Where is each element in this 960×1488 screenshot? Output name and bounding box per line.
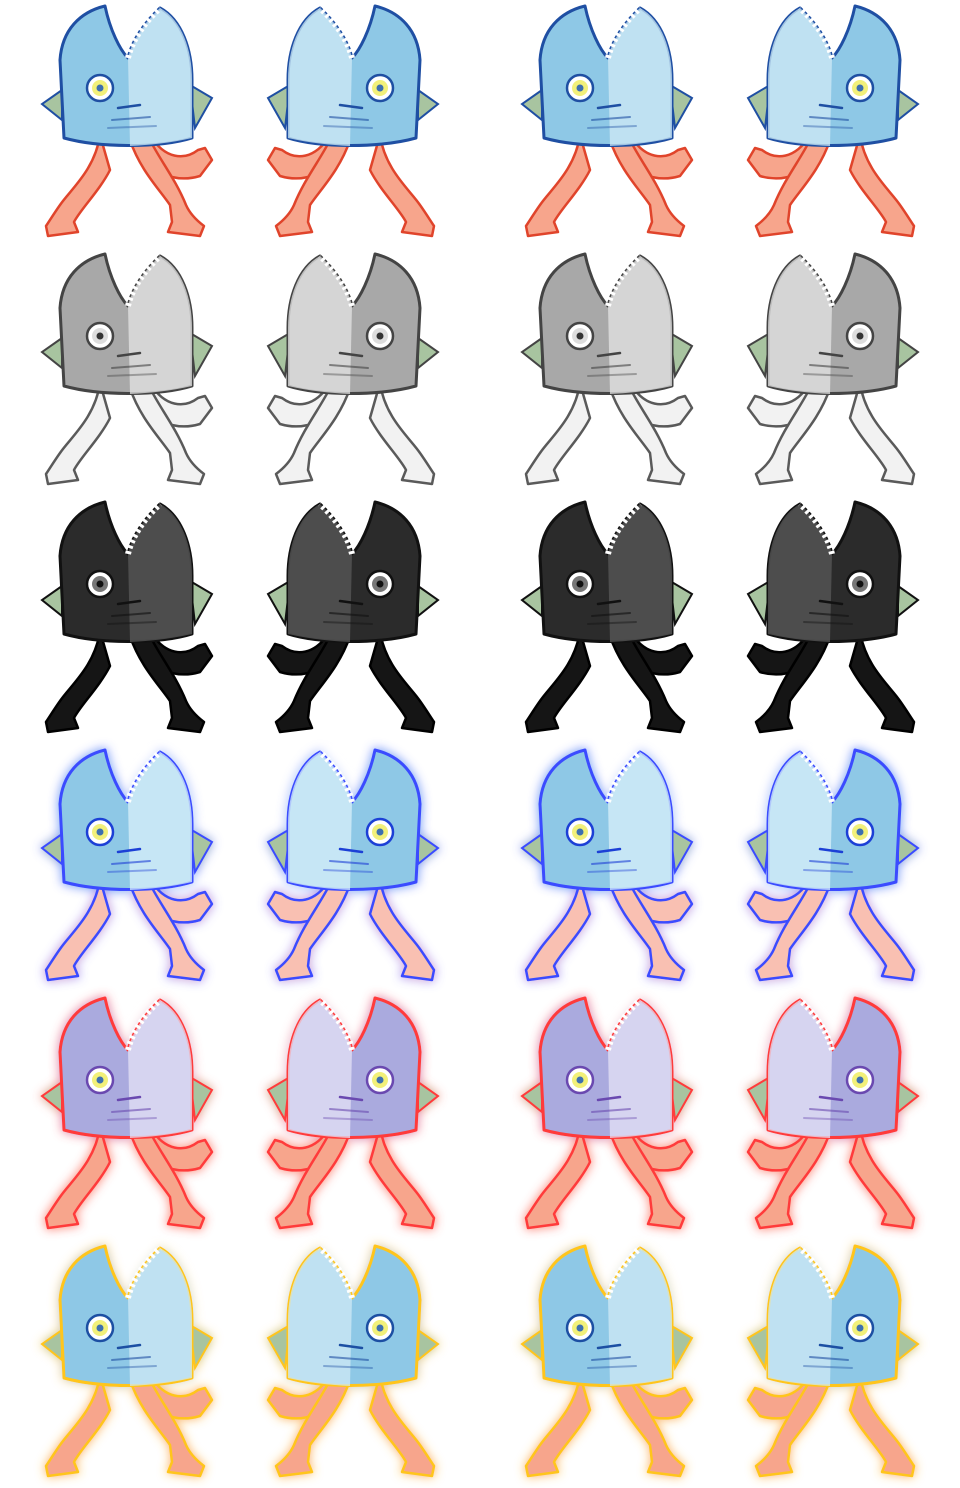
sprite-black-facing-right-3 xyxy=(480,496,720,744)
sprite-blue-glow-facing-right-3 xyxy=(480,744,720,992)
sprite-black-facing-left-2 xyxy=(240,496,480,744)
sprite-normal-facing-right-3 xyxy=(480,0,720,248)
sprite-yellow-glow-facing-left-4 xyxy=(720,1240,960,1488)
sprite-blue-glow-facing-right-1 xyxy=(0,744,240,992)
sprite-red-glow-facing-left-4 xyxy=(720,992,960,1240)
sprite-yellow-glow-facing-right-1 xyxy=(0,1240,240,1488)
sprite-red-glow-facing-right-3 xyxy=(480,992,720,1240)
sprite-gray-facing-left-4 xyxy=(720,248,960,496)
sprite-normal-facing-left-4 xyxy=(720,0,960,248)
sprite-normal-facing-right-1 xyxy=(0,0,240,248)
sprite-black-facing-right-1 xyxy=(0,496,240,744)
sprite-yellow-glow-facing-left-2 xyxy=(240,1240,480,1488)
sprite-red-glow-facing-left-2 xyxy=(240,992,480,1240)
sprite-yellow-glow-facing-right-3 xyxy=(480,1240,720,1488)
sprite-blue-glow-facing-left-2 xyxy=(240,744,480,992)
sprite-gray-facing-left-2 xyxy=(240,248,480,496)
sprite-gray-facing-right-3 xyxy=(480,248,720,496)
sprite-normal-facing-left-2 xyxy=(240,0,480,248)
sprite-gray-facing-right-1 xyxy=(0,248,240,496)
sprite-red-glow-facing-right-1 xyxy=(0,992,240,1240)
sprite-blue-glow-facing-left-4 xyxy=(720,744,960,992)
sprite-black-facing-left-4 xyxy=(720,496,960,744)
